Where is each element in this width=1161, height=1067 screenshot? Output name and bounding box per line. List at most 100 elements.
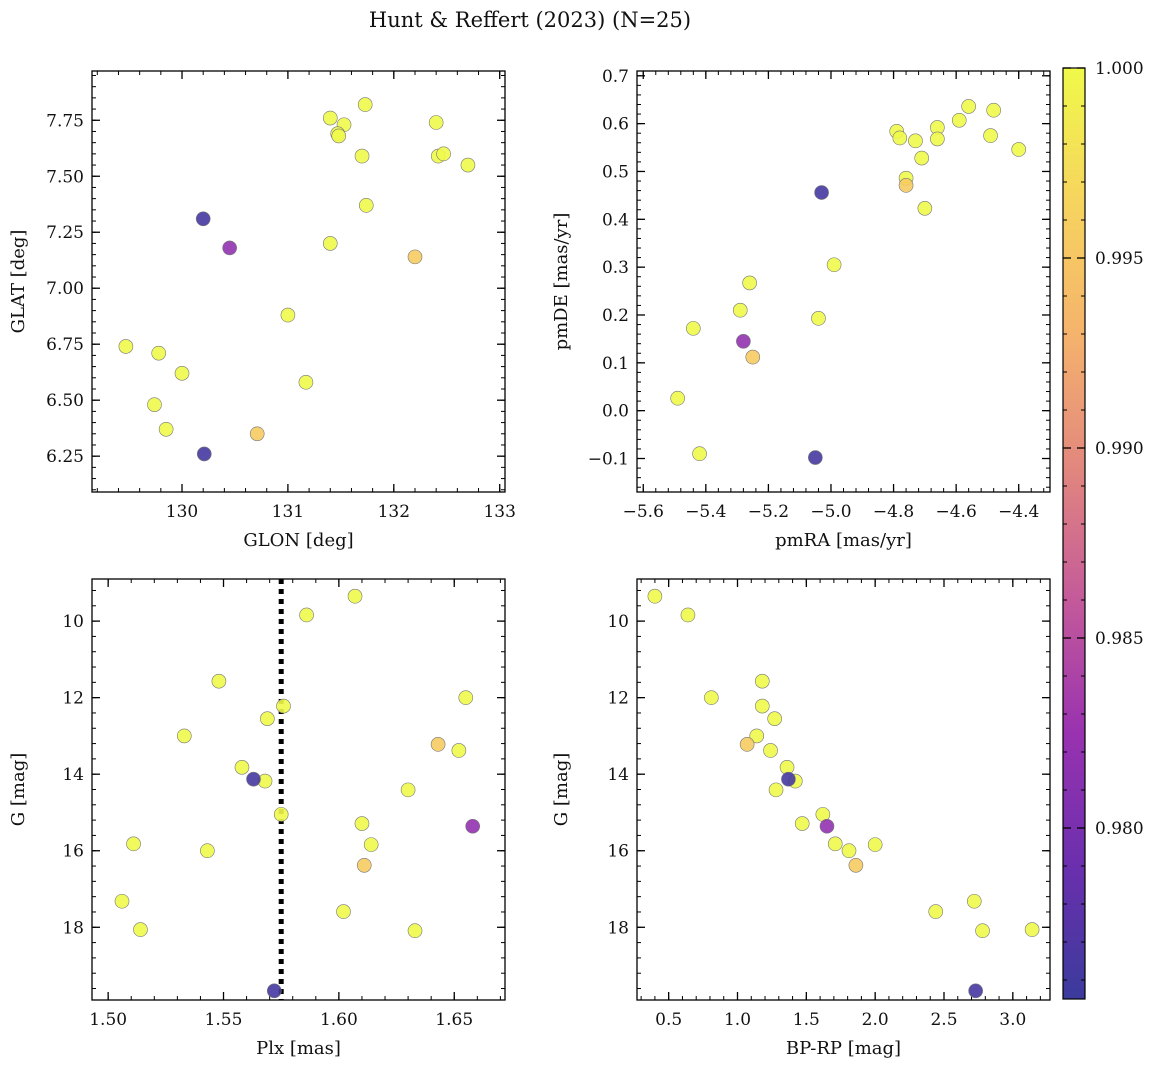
scatter-point xyxy=(892,130,908,146)
x-tick-label: 132 xyxy=(378,502,410,522)
scatter-point xyxy=(928,904,944,919)
scatter-point xyxy=(966,893,982,909)
scatter-point xyxy=(749,728,765,744)
scatter-point xyxy=(322,110,338,126)
scatter-point xyxy=(754,673,770,689)
y-axis-label: GLAT [deg] xyxy=(8,230,29,334)
scatter-point xyxy=(211,673,227,689)
scatter-point xyxy=(147,397,162,412)
scatter-point xyxy=(400,782,416,798)
scatter-point xyxy=(174,366,190,381)
x-tick-label: 131 xyxy=(272,502,304,522)
colorbar-tick-label: 0.995 xyxy=(1095,249,1144,269)
scatter-point xyxy=(266,983,282,999)
x-tick-label: −5.6 xyxy=(623,502,664,522)
scatter-point xyxy=(908,133,923,149)
panel-glon-glat: 130 131 132 133 6.25 6.50 6.75 7.00 7.25 7.50 7.75… xyxy=(8,70,516,551)
scatter-point xyxy=(961,99,976,114)
panel-plx-g: 1.50 1.55 1.60 1.65 10 12 14 16 18 Plx [mas] G [ma… xyxy=(8,578,506,1059)
scatter-point xyxy=(1024,922,1040,937)
scatter-point xyxy=(133,922,148,937)
x-tick-label: 1.5 xyxy=(793,1010,820,1030)
scatter-point xyxy=(200,843,215,859)
colorbar-bar xyxy=(1062,67,1086,1000)
scatter-point xyxy=(298,374,314,390)
panel-pmra-pmde: −5.6 −5.4 −5.2 −5.0 −4.8 −4.6 −4.4 −0.1 0.0 0.1 0.… xyxy=(551,67,1051,551)
y-axis-label: G [mag] xyxy=(8,753,29,826)
scatter-point xyxy=(968,983,983,999)
y-tick-label: 0.1 xyxy=(602,354,629,374)
scatter-point xyxy=(249,426,265,442)
y-tick-label: 10 xyxy=(607,612,629,632)
x-tick-label: −4.4 xyxy=(998,502,1039,522)
scatter-point xyxy=(246,771,261,787)
y-tick-label: 0.6 xyxy=(602,115,629,135)
y-tick-label: 0.3 xyxy=(602,258,629,278)
scatter-point xyxy=(158,421,174,437)
scatter-point xyxy=(898,178,914,193)
scatter-point xyxy=(763,743,778,758)
scatter-point xyxy=(234,760,250,775)
scatter-point xyxy=(407,923,423,939)
x-tick-label: −5.4 xyxy=(685,502,726,522)
y-tick-label: 0.4 xyxy=(602,210,629,230)
x-tick-label: 1.65 xyxy=(435,1010,473,1030)
scatter-point xyxy=(745,349,761,365)
x-tick-label: 133 xyxy=(483,502,515,522)
x-tick-label: 2.0 xyxy=(862,1010,889,1030)
scatter-point xyxy=(680,607,696,623)
scatter-point xyxy=(826,257,842,273)
scatter-point xyxy=(692,446,707,462)
scatter-point xyxy=(986,102,1001,118)
scatter-point xyxy=(114,893,130,909)
scatter-point xyxy=(841,843,857,859)
x-tick-label: 1.0 xyxy=(724,1010,751,1030)
colorbar-tick-label: 1.000 xyxy=(1095,59,1144,79)
scatter-point xyxy=(975,923,990,939)
scatter-point xyxy=(827,836,843,852)
scatter-point xyxy=(176,728,192,744)
scatter-point xyxy=(465,818,480,834)
scatter-point xyxy=(356,857,372,873)
scatter-point xyxy=(322,236,338,251)
x-tick-label: 0.5 xyxy=(655,1010,682,1030)
scatter-point xyxy=(951,112,967,128)
y-tick-label: 10 xyxy=(62,612,84,632)
x-tick-label: −4.8 xyxy=(873,502,914,522)
scatter-point xyxy=(736,334,751,349)
x-tick-label: 1.55 xyxy=(205,1010,243,1030)
scatter-point xyxy=(739,737,755,752)
y-axis-label: pmDE [mas/yr] xyxy=(551,213,572,351)
y-tick-label: 6.25 xyxy=(46,447,84,467)
plot-frame xyxy=(91,578,506,1001)
scatter-point xyxy=(732,302,748,318)
scatter-point xyxy=(354,816,370,831)
scatter-point xyxy=(1011,142,1027,157)
y-tick-label: 0.5 xyxy=(602,162,629,182)
x-tick-label: −5.0 xyxy=(810,502,851,522)
scatter-point xyxy=(808,450,823,465)
x-tick-label: 1.50 xyxy=(89,1010,127,1030)
scatter-point xyxy=(670,390,685,406)
scatter-point xyxy=(848,857,864,873)
scatter-point xyxy=(704,690,719,705)
scatter-point xyxy=(458,690,474,705)
y-tick-label: 6.50 xyxy=(46,391,84,411)
y-tick-label: 18 xyxy=(62,918,84,938)
x-axis-label: BP-RP [mag] xyxy=(786,1038,901,1059)
scatter-point xyxy=(768,782,784,798)
scatter-point xyxy=(336,904,351,919)
scatter-point xyxy=(273,807,289,822)
x-tick-label: 3.0 xyxy=(999,1010,1026,1030)
scatter-point xyxy=(363,837,379,852)
y-tick-label: 7.25 xyxy=(46,223,84,243)
scatter-point xyxy=(983,128,998,143)
scatter-point xyxy=(811,311,826,326)
scatter-point xyxy=(686,321,701,336)
y-tick-label: 7.75 xyxy=(46,111,84,131)
y-tick-label: 7.50 xyxy=(46,167,84,187)
y-tick-label: 7.00 xyxy=(46,279,84,299)
scatter-point xyxy=(754,698,770,714)
plot-frame xyxy=(636,578,1051,1001)
